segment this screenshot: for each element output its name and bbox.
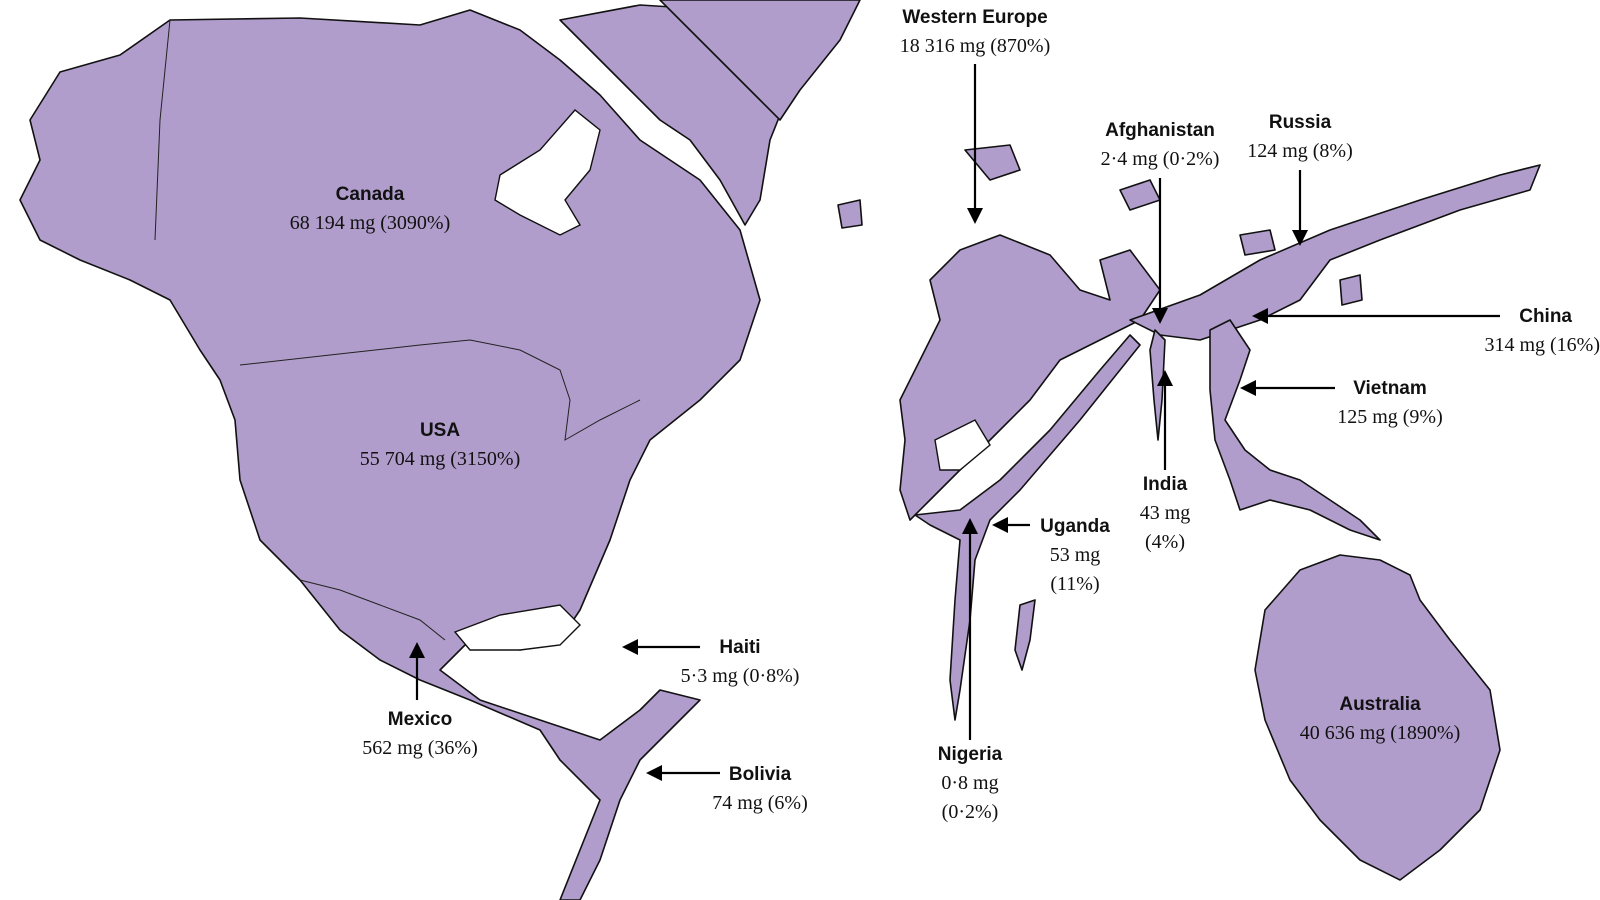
- label-haiti-name: Haiti: [719, 637, 761, 658]
- island-3: [1119, 179, 1161, 211]
- label-mexico: Mexico 562 mg (36%): [340, 705, 500, 763]
- label-uganda-name: Uganda: [1040, 516, 1110, 537]
- arrowhead-china: [1252, 308, 1268, 324]
- label-mexico-name: Mexico: [387, 709, 453, 730]
- label-bolivia: Bolivia 74 mg (6%): [690, 760, 830, 818]
- gulf-of-mexico: [453, 604, 581, 651]
- madagascar: [1014, 599, 1036, 671]
- label-china-value: 314 mg (16%): [1484, 334, 1600, 356]
- label-western-europe-value: 18 316 mg (870%): [899, 35, 1051, 57]
- label-australia-value: 40 636 mg (1890%): [1299, 722, 1461, 744]
- label-vietnam-value: 125 mg (9%): [1337, 406, 1443, 428]
- hudson-bay: [494, 109, 601, 236]
- label-haiti: Haiti 5·3 mg (0·8%): [660, 633, 820, 691]
- label-india-value-2: (4%): [1145, 531, 1185, 553]
- arrowhead-nigeria: [962, 518, 978, 534]
- label-australia-name: Australia: [1339, 694, 1421, 715]
- label-china: China 314 mg (16%): [1460, 302, 1600, 360]
- label-india: India 43 mg (4%): [1120, 470, 1210, 557]
- label-uganda-value-2: (11%): [1050, 573, 1100, 595]
- arrowhead-india: [1157, 370, 1173, 386]
- label-bolivia-value: 74 mg (6%): [712, 792, 808, 814]
- label-china-name: China: [1519, 306, 1572, 327]
- label-mexico-value: 562 mg (36%): [362, 737, 478, 759]
- label-nigeria: Nigeria 0·8 mg (0·2%): [925, 740, 1015, 827]
- island-1: [964, 144, 1021, 181]
- usa-mexico-border: [299, 579, 446, 641]
- island-4: [1239, 229, 1276, 256]
- arrowhead-haiti: [622, 639, 638, 655]
- label-india-value-1: 43 mg: [1139, 502, 1191, 524]
- label-western-europe: Western Europe 18 316 mg (870%): [875, 3, 1075, 61]
- label-india-name: India: [1142, 474, 1188, 495]
- label-vietnam-name: Vietnam: [1353, 378, 1427, 399]
- label-nigeria-name: Nigeria: [937, 744, 1003, 765]
- label-russia-value: 124 mg (8%): [1247, 140, 1353, 162]
- arrowhead-western-europe: [967, 208, 983, 224]
- leader-arrows: [409, 64, 1500, 781]
- label-usa-name: USA: [419, 420, 461, 441]
- label-russia-name: Russia: [1268, 112, 1332, 133]
- africa-interior-hole: [934, 419, 991, 471]
- label-uganda-value-1: 53 mg: [1049, 544, 1101, 566]
- alaska-border: [154, 19, 171, 241]
- label-australia: Australia 40 636 mg (1890%): [1280, 690, 1480, 748]
- label-usa-value: 55 704 mg (3150%): [359, 448, 521, 470]
- north-america-landmass: [19, 9, 761, 900]
- arrowhead-russia: [1292, 230, 1308, 246]
- label-bolivia-name: Bolivia: [728, 764, 792, 785]
- africa-strip: [914, 334, 1141, 721]
- label-afghanistan-name: Afghanistan: [1105, 120, 1215, 141]
- australia: [1254, 554, 1501, 881]
- arrowhead-vietnam: [1240, 380, 1256, 396]
- label-usa: USA 55 704 mg (3150%): [340, 416, 540, 474]
- southeast-asia: [1209, 319, 1381, 541]
- label-afghanistan: Afghanistan 2·4 mg (0·2%): [1080, 116, 1240, 174]
- canada-usa-border: [239, 339, 641, 441]
- label-nigeria-value-2: (0·2%): [941, 801, 999, 823]
- label-russia: Russia 124 mg (8%): [1240, 108, 1360, 166]
- island-5: [1339, 274, 1363, 306]
- label-canada-name: Canada: [335, 184, 405, 205]
- island-2: [837, 199, 863, 229]
- label-vietnam: Vietnam 125 mg (9%): [1315, 374, 1465, 432]
- label-haiti-value: 5·3 mg (0·8%): [680, 665, 800, 687]
- arrowhead-afghanistan: [1152, 308, 1168, 324]
- arrowhead-bolivia: [646, 765, 662, 781]
- label-nigeria-value-1: 0·8 mg: [941, 772, 999, 794]
- arrowhead-mexico: [409, 642, 425, 658]
- label-uganda: Uganda 53 mg (11%): [1030, 512, 1120, 599]
- greenland: [659, 0, 861, 121]
- label-canada-value: 68 194 mg (3090%): [289, 212, 451, 234]
- label-canada: Canada 68 194 mg (3090%): [270, 180, 470, 238]
- label-afghanistan-value: 2·4 mg (0·2%): [1100, 148, 1220, 170]
- arrowhead-uganda: [992, 517, 1008, 533]
- label-western-europe-name: Western Europe: [902, 7, 1048, 28]
